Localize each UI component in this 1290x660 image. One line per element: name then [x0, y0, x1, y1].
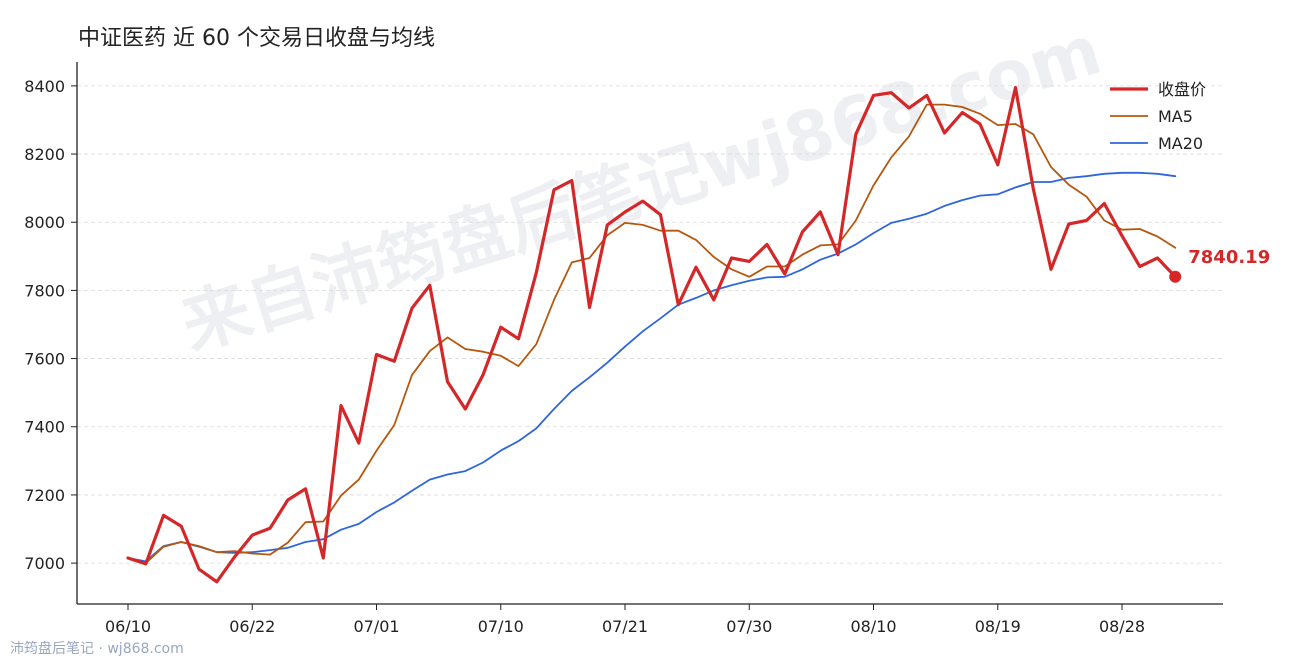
x-tick-label: 08/19: [975, 617, 1021, 636]
y-tick-label: 7000: [24, 554, 65, 573]
x-tick-label: 06/22: [229, 617, 275, 636]
x-tick-label: 08/28: [1099, 617, 1145, 636]
x-tick-label: 07/21: [602, 617, 648, 636]
y-tick-label: 7400: [24, 418, 65, 437]
grid-lines: [77, 85, 1223, 564]
x-tick-label: 07/30: [726, 617, 772, 636]
y-tick-label: 8000: [24, 213, 65, 232]
chart-title: 中证医药 近 60 个交易日收盘与均线: [78, 26, 435, 51]
series-line-收盘价: [126, 85, 1177, 584]
y-tick-label: 7600: [24, 350, 65, 369]
series-line-MA5: [127, 103, 1177, 564]
y-tick-label: 7200: [24, 486, 65, 505]
legend-label: 收盘价: [1158, 80, 1206, 99]
legend: 收盘价 MA5 MA20: [1110, 80, 1206, 153]
axes: 7000 7200 7400 7600 7800 8000 8200 8400 06/10 06/…: [24, 62, 1223, 636]
x-tick-label: 07/01: [353, 617, 399, 636]
series-lines: [126, 85, 1177, 584]
watermark: 来自沛筠盘后笔记wj868.com: [173, 11, 1110, 366]
legend-label: MA5: [1158, 107, 1193, 126]
footer-credit: 沛筠盘后笔记 · wj868.com: [10, 641, 184, 657]
last-point-marker: [1169, 270, 1182, 283]
last-value-label: 7840.19: [1188, 247, 1270, 268]
legend-label: MA20: [1158, 134, 1203, 153]
series-line-MA20: [127, 171, 1177, 563]
y-tick-label: 8200: [24, 145, 65, 164]
y-tick-label: 8400: [24, 77, 65, 96]
x-tick-label: 08/10: [850, 617, 896, 636]
y-tick-label: 7800: [24, 281, 65, 300]
x-tick-label: 07/10: [478, 617, 524, 636]
last-value-annotation: 7840.19: [1169, 247, 1270, 283]
x-tick-label: 06/10: [105, 617, 151, 636]
